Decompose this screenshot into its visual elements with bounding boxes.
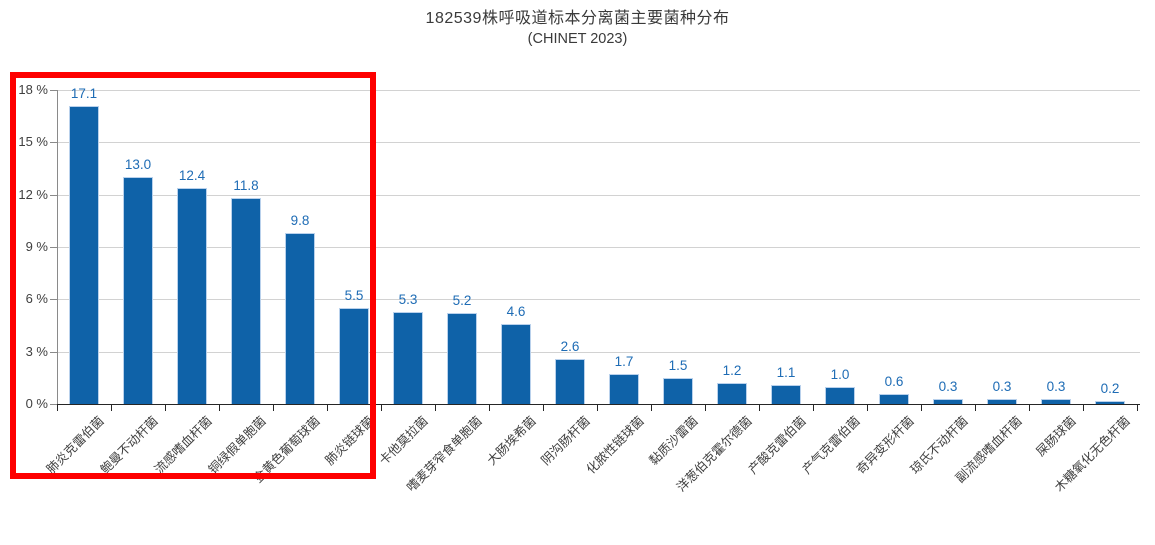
bar — [1041, 398, 1071, 404]
y-axis-tick — [50, 404, 57, 405]
bar-value-label: 1.2 — [722, 363, 742, 379]
x-axis-tick — [1137, 405, 1138, 411]
bar-value-label: 5.3 — [398, 291, 418, 307]
chart-subtitle: (CHINET 2023) — [527, 31, 628, 47]
x-axis-tick — [975, 405, 976, 411]
bar-value-label: 1.1 — [776, 364, 796, 380]
bar — [771, 384, 801, 404]
bar — [447, 313, 477, 404]
bar-chart: 182539株呼吸道标本分离菌主要菌种分布 (CHINET 2023) 0 % 3… — [10, 10, 1140, 494]
gridline — [57, 351, 1140, 353]
bar — [663, 377, 693, 404]
gridline — [57, 299, 1140, 301]
bar — [825, 386, 855, 404]
bar-value-label: 13.0 — [124, 157, 152, 173]
bar-value-label: 0.2 — [1100, 380, 1120, 396]
bar — [285, 233, 315, 404]
y-axis-tick-label: 6 % — [25, 291, 48, 307]
bar — [1095, 400, 1125, 404]
x-axis-tick — [651, 405, 652, 411]
bar — [609, 374, 639, 404]
bar — [501, 323, 531, 404]
bar — [123, 177, 153, 404]
y-axis-tick — [50, 194, 57, 196]
x-axis-tick — [489, 405, 490, 411]
gridline — [57, 247, 1140, 248]
y-axis-tick — [50, 351, 57, 353]
y-axis-tick-label: 0 % — [25, 396, 48, 411]
x-axis-line — [57, 404, 1140, 405]
bar-value-label: 1.7 — [614, 354, 634, 370]
x-axis-tick — [759, 405, 760, 411]
x-axis-tick — [219, 405, 220, 411]
bar-value-label: 0.6 — [884, 373, 904, 389]
y-axis-tick — [50, 299, 57, 301]
y-axis-tick — [50, 90, 57, 91]
gridline — [57, 194, 1140, 196]
bar-value-label: 9.8 — [290, 213, 310, 229]
x-axis-tick — [867, 405, 868, 411]
bar — [231, 198, 261, 404]
y-axis-tick — [50, 247, 57, 248]
x-axis-tick — [381, 405, 382, 411]
bar-value-label: 0.3 — [938, 378, 958, 394]
x-axis-tick — [111, 405, 112, 411]
bar-value-label: 0.3 — [1046, 378, 1066, 394]
bar — [69, 105, 99, 404]
y-axis-tick-label: 9 % — [25, 239, 48, 254]
x-axis-tick — [813, 405, 814, 411]
y-axis-tick-label: 12 % — [18, 186, 48, 202]
bar-value-label: 5.2 — [452, 293, 472, 309]
y-axis-tick-label: 18 % — [18, 82, 48, 97]
x-axis-tick — [273, 405, 274, 411]
x-axis-tick — [57, 405, 58, 411]
bar — [555, 358, 585, 404]
y-axis-tick — [50, 142, 57, 144]
x-axis-tick — [705, 405, 706, 411]
bar — [933, 398, 963, 404]
bar — [717, 383, 747, 404]
x-axis-tick — [1029, 405, 1030, 411]
y-axis-line — [57, 90, 58, 404]
y-axis-tick-label: 3 % — [25, 343, 48, 359]
chart-title: 182539株呼吸道标本分离菌主要菌种分布 — [425, 10, 730, 27]
gridline — [57, 90, 1140, 91]
bar-value-label: 17.1 — [70, 85, 98, 101]
bar-value-label: 1.5 — [668, 357, 688, 373]
bar — [339, 308, 369, 404]
bar-value-label: 12.4 — [178, 167, 206, 183]
x-axis-tick — [327, 405, 328, 411]
plot-area: 0 % 3 % 6 % 9 % 12 % 15 % 18 % 17.1 肺炎克雷伯菌 13.0 鲍曼… — [18, 82, 1140, 494]
bar-value-label: 0.3 — [992, 378, 1012, 394]
bar — [879, 393, 909, 404]
x-axis-tick — [1083, 405, 1084, 411]
x-axis-tick — [921, 405, 922, 411]
bar-value-label: 4.6 — [506, 303, 526, 319]
bar-value-label: 11.8 — [233, 178, 259, 194]
gridline — [57, 142, 1140, 144]
bar-value-label: 1.0 — [830, 366, 850, 382]
x-axis-tick — [543, 405, 544, 411]
bar-value-label: 2.6 — [560, 338, 580, 354]
y-axis-tick-label: 15 % — [18, 134, 48, 150]
x-axis-tick — [165, 405, 166, 411]
x-axis-tick — [597, 405, 598, 411]
bar — [987, 398, 1017, 404]
bar-value-label: 5.5 — [344, 288, 364, 304]
bar — [177, 187, 207, 404]
bar — [393, 311, 423, 404]
x-axis-tick — [435, 405, 436, 411]
